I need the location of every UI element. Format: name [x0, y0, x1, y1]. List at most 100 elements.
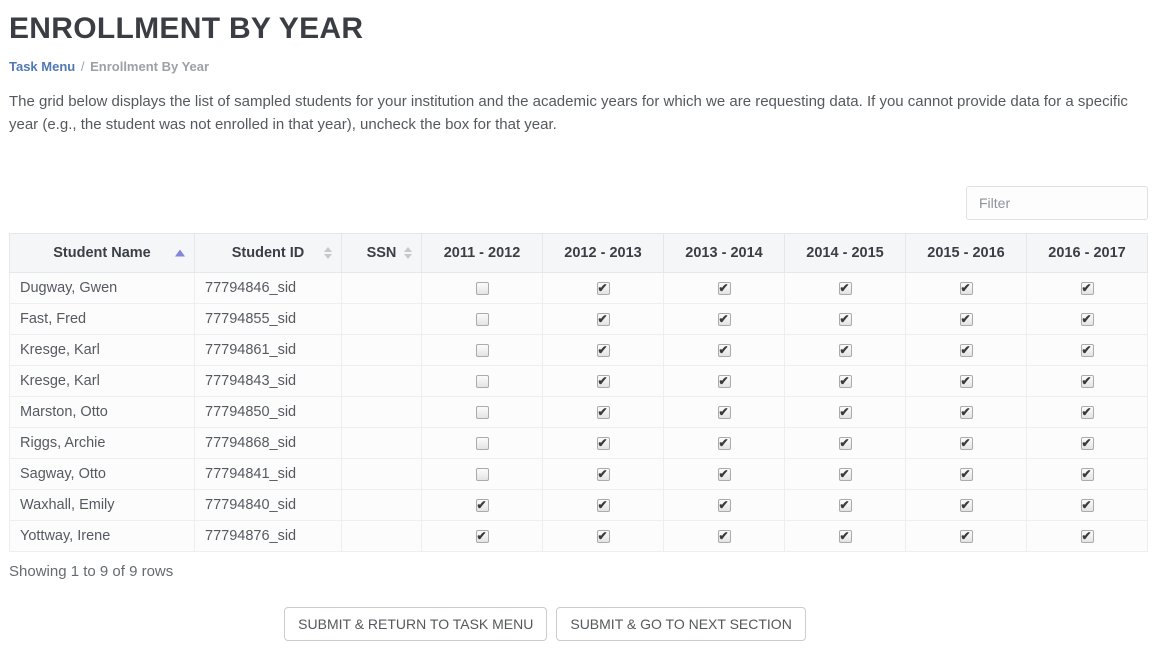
year-checkbox[interactable] [475, 281, 489, 295]
year-checkbox[interactable] [596, 467, 610, 481]
student-id-cell: 77794850_sid [194, 396, 342, 428]
year-cell-2014-2015 [784, 272, 906, 304]
year-checkbox[interactable] [475, 312, 489, 326]
year-checkbox[interactable] [717, 436, 731, 450]
table-row: Kresge, Karl 77794843_sid [9, 365, 1148, 397]
student-id-cell: 77794846_sid [194, 272, 342, 304]
year-cell-2011-2012 [421, 365, 543, 397]
year-checkbox[interactable] [1080, 529, 1094, 543]
column-header-label: 2012 - 2013 [564, 245, 642, 261]
year-checkbox[interactable] [475, 343, 489, 357]
column-header-ssn[interactable]: SSN [341, 233, 422, 273]
year-checkbox[interactable] [475, 436, 489, 450]
submit-return-to-task-menu-button[interactable]: SUBMIT & RETURN TO TASK MENU [284, 607, 548, 641]
year-cell-2014-2015 [784, 489, 906, 521]
year-cell-2013-2014 [663, 396, 785, 428]
year-checkbox[interactable] [838, 498, 852, 512]
year-cell-2015-2016 [905, 272, 1027, 304]
year-checkbox[interactable] [959, 467, 973, 481]
table-row: Dugway, Gwen 77794846_sid [9, 272, 1148, 304]
year-checkbox[interactable] [959, 281, 973, 295]
year-checkbox[interactable] [838, 281, 852, 295]
year-cell-2014-2015 [784, 334, 906, 366]
year-cell-2016-2017 [1026, 520, 1148, 552]
year-cell-2014-2015 [784, 520, 906, 552]
year-checkbox[interactable] [959, 374, 973, 388]
column-header-2013-2014: 2013 - 2014 [663, 233, 785, 273]
year-checkbox[interactable] [959, 436, 973, 450]
year-cell-2013-2014 [663, 303, 785, 335]
year-checkbox[interactable] [959, 529, 973, 543]
year-checkbox[interactable] [1080, 281, 1094, 295]
year-checkbox[interactable] [1080, 343, 1094, 357]
column-header-label: 2013 - 2014 [685, 245, 763, 261]
year-cell-2013-2014 [663, 489, 785, 521]
year-checkbox[interactable] [596, 529, 610, 543]
year-checkbox[interactable] [717, 374, 731, 388]
year-checkbox[interactable] [596, 312, 610, 326]
year-cell-2016-2017 [1026, 458, 1148, 490]
table-toolbar [9, 186, 1148, 220]
year-cell-2015-2016 [905, 458, 1027, 490]
year-checkbox[interactable] [1080, 436, 1094, 450]
year-cell-2011-2012 [421, 303, 543, 335]
year-checkbox[interactable] [717, 498, 731, 512]
year-checkbox[interactable] [959, 312, 973, 326]
year-cell-2011-2012 [421, 334, 543, 366]
year-checkbox[interactable] [475, 529, 489, 543]
year-checkbox[interactable] [717, 405, 731, 419]
year-checkbox[interactable] [475, 374, 489, 388]
year-checkbox[interactable] [959, 498, 973, 512]
year-cell-2016-2017 [1026, 303, 1148, 335]
year-checkbox[interactable] [717, 343, 731, 357]
breadcrumb-task-menu-link[interactable]: Task Menu [9, 59, 76, 74]
year-cell-2013-2014 [663, 427, 785, 459]
year-cell-2012-2013 [542, 365, 664, 397]
year-checkbox[interactable] [596, 405, 610, 419]
year-checkbox[interactable] [838, 467, 852, 481]
year-checkbox[interactable] [838, 374, 852, 388]
submit-actions: SUBMIT & RETURN TO TASK MENU SUBMIT & GO… [9, 607, 1081, 641]
year-checkbox[interactable] [838, 405, 852, 419]
year-checkbox[interactable] [717, 529, 731, 543]
year-checkbox[interactable] [717, 281, 731, 295]
year-checkbox[interactable] [838, 312, 852, 326]
year-checkbox[interactable] [596, 436, 610, 450]
year-checkbox[interactable] [1080, 405, 1094, 419]
year-cell-2012-2013 [542, 303, 664, 335]
year-checkbox[interactable] [475, 467, 489, 481]
year-checkbox[interactable] [838, 436, 852, 450]
year-checkbox[interactable] [717, 467, 731, 481]
year-checkbox[interactable] [596, 281, 610, 295]
year-checkbox[interactable] [596, 343, 610, 357]
year-checkbox[interactable] [475, 498, 489, 512]
year-cell-2014-2015 [784, 303, 906, 335]
year-checkbox[interactable] [838, 529, 852, 543]
column-header-student-name[interactable]: Student Name [9, 233, 195, 273]
year-checkbox[interactable] [596, 498, 610, 512]
year-checkbox[interactable] [475, 405, 489, 419]
year-cell-2013-2014 [663, 520, 785, 552]
year-checkbox[interactable] [1080, 498, 1094, 512]
year-cell-2011-2012 [421, 427, 543, 459]
year-checkbox[interactable] [1080, 467, 1094, 481]
year-cell-2014-2015 [784, 427, 906, 459]
year-checkbox[interactable] [596, 374, 610, 388]
column-header-student-id[interactable]: Student ID [194, 233, 342, 273]
year-checkbox[interactable] [1080, 374, 1094, 388]
submit-go-to-next-section-button[interactable]: SUBMIT & GO TO NEXT SECTION [556, 607, 806, 641]
sort-both-icon [324, 247, 332, 259]
year-cell-2015-2016 [905, 334, 1027, 366]
column-header-label: 2016 - 2017 [1048, 245, 1126, 261]
year-cell-2016-2017 [1026, 365, 1148, 397]
table-row: Waxhall, Emily 77794840_sid [9, 489, 1148, 521]
filter-input[interactable] [966, 186, 1148, 220]
year-checkbox[interactable] [838, 343, 852, 357]
year-checkbox[interactable] [1080, 312, 1094, 326]
year-checkbox[interactable] [959, 343, 973, 357]
year-checkbox[interactable] [717, 312, 731, 326]
student-name-cell: Yottway, Irene [9, 520, 195, 552]
year-checkbox[interactable] [959, 405, 973, 419]
student-id-cell: 77794841_sid [194, 458, 342, 490]
